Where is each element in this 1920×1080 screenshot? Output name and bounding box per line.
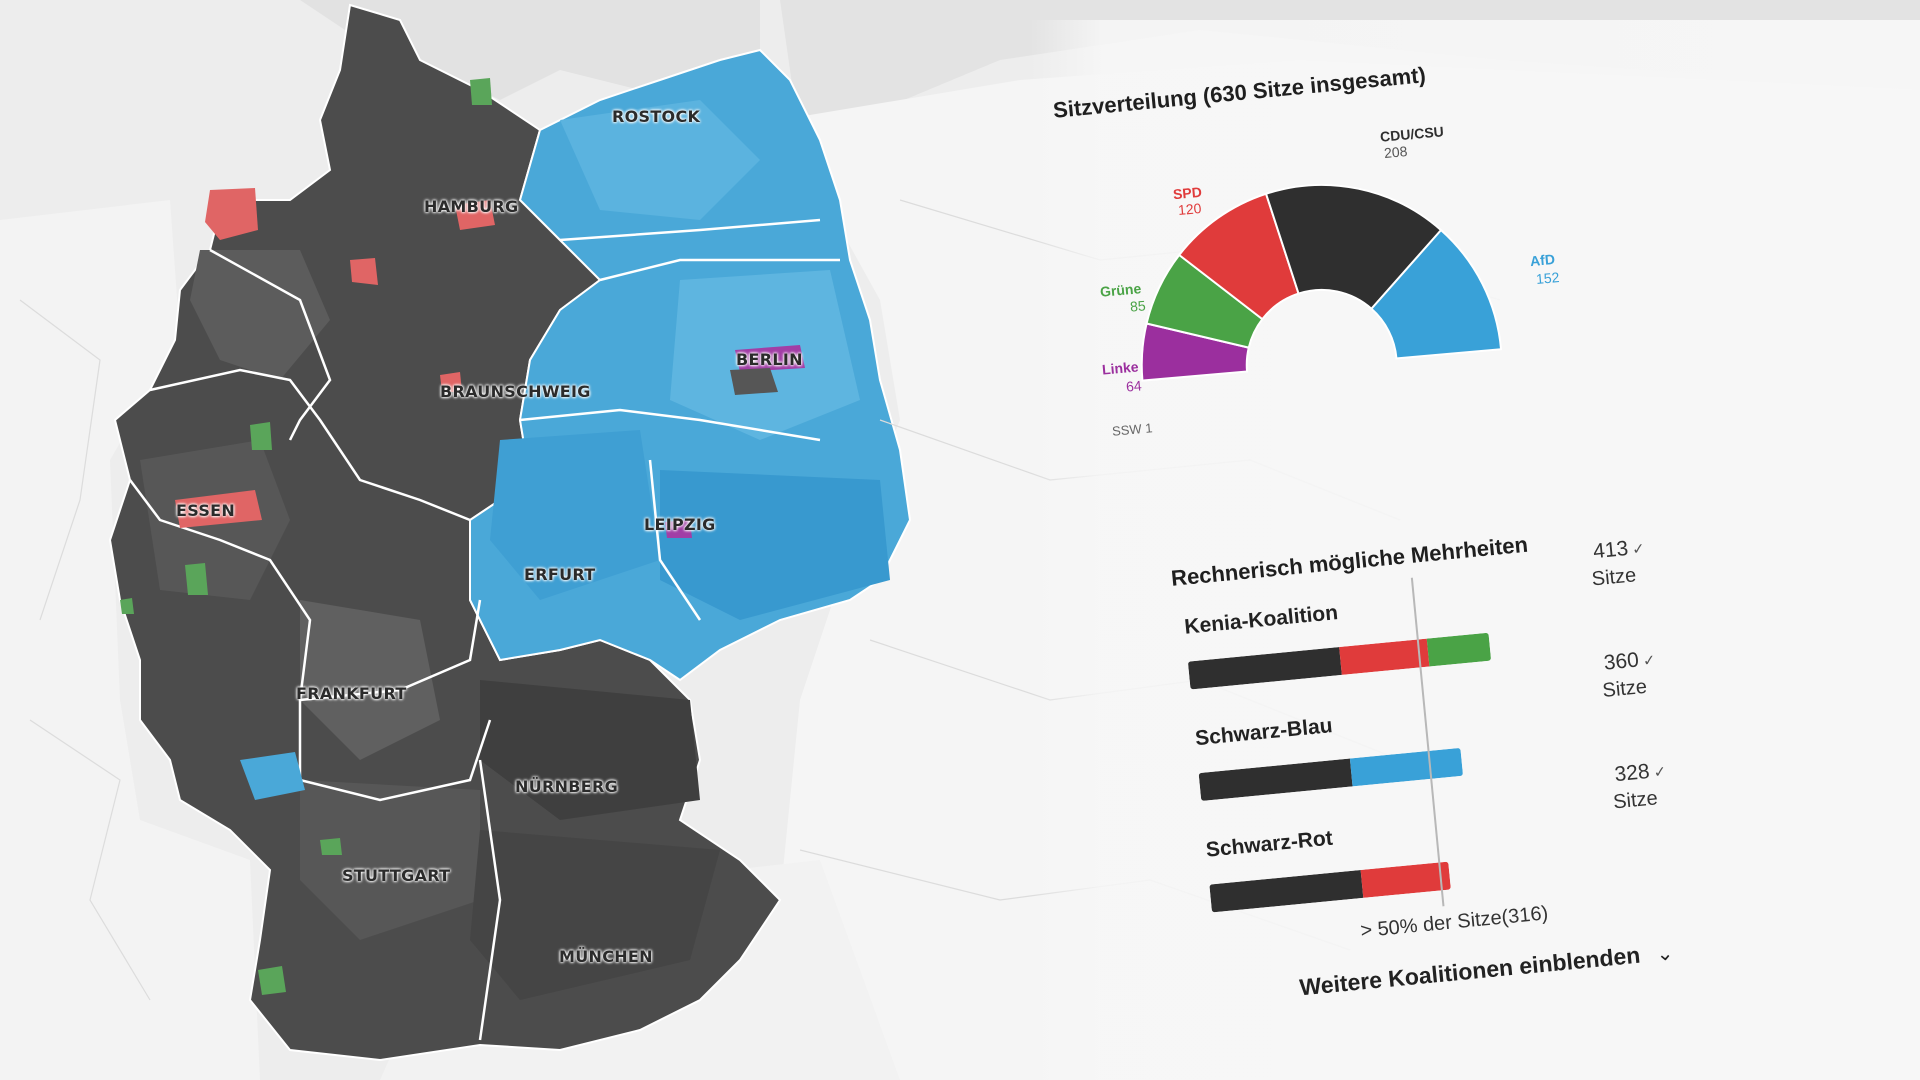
city-label-hamburg: HAMBURG: [424, 197, 519, 216]
region-gruene-muenster[interactable]: [250, 422, 272, 450]
region-gruene-koeln[interactable]: [185, 563, 208, 595]
state-borders: [129, 218, 840, 1041]
city-label-nuernberg: NÜRNBERG: [515, 777, 619, 796]
region-cdu-bavaria-south: [470, 830, 720, 1000]
party-seats-cdu: 208: [1383, 143, 1409, 161]
seat-distribution-chart[interactable]: [1103, 127, 1548, 462]
bar-segment-cdu-csu: [1187, 647, 1342, 690]
city-label-essen: ESSEN: [176, 501, 236, 520]
coalition-total-kenia: 413 ✓: [1592, 535, 1646, 564]
region-cdu-hesse: [300, 600, 440, 760]
region-cdu-north: [190, 250, 330, 380]
majority-threshold-line: [1410, 577, 1445, 907]
region-cdu-bavaria: [480, 680, 700, 820]
city-label-frankfurt: FRANKFURT: [296, 684, 407, 703]
city-label-stuttgart: STUTTGART: [342, 866, 451, 885]
seat-segment-afd[interactable]: [1365, 226, 1503, 360]
coalition-unit-kenia: Sitze: [1590, 564, 1638, 591]
region-afd-saxony: [660, 470, 890, 620]
region-afd-thuringia: [490, 430, 660, 600]
coalition-name-schwarz-blau: Schwarz-Blau: [1194, 714, 1334, 751]
party-seats-spd: 120: [1177, 200, 1203, 218]
coalition-total-schwarz-rot-value: 328: [1613, 759, 1651, 787]
region-cdu-bw: [300, 780, 480, 940]
chevron-down-icon: ⌄: [1655, 942, 1675, 966]
region-afd-mv: [560, 100, 760, 220]
party-seats-gruene: 85: [1129, 297, 1147, 315]
bar-segment-cdu-csu: [1209, 870, 1364, 913]
party-seats-afd: 152: [1535, 269, 1561, 287]
check-icon: ✓: [1631, 540, 1646, 559]
coalition-total-schwarz-rot: 328 ✓: [1614, 758, 1668, 787]
coalition-unit-schwarz-rot: Sitze: [1612, 787, 1659, 814]
coalition-unit-schwarz-blau: Sitze: [1601, 675, 1648, 702]
coalition-total-kenia-value: 413: [1592, 536, 1630, 564]
region-spd-ruhr[interactable]: [175, 490, 262, 528]
seat-segment-cdu-csu[interactable]: [1264, 174, 1448, 317]
party-seats-linke: 64: [1125, 377, 1143, 395]
check-icon: ✓: [1642, 651, 1657, 670]
region-spd-bremen[interactable]: [350, 258, 378, 285]
region-spd-hannover[interactable]: [440, 372, 462, 392]
bar-segment-spd: [1360, 861, 1451, 898]
neighbour-land-west: [0, 200, 260, 1080]
panel-backdrop: [1030, 20, 1920, 1080]
bar-segment-gr-ne: [1426, 632, 1492, 667]
coalition-bar-schwarz-rot[interactable]: [1209, 861, 1451, 913]
majority-threshold-label: > 50% der Sitze(316): [1359, 902, 1550, 943]
region-spd-hamburg[interactable]: [455, 200, 495, 230]
city-label-berlin: BERLIN: [736, 350, 803, 369]
region-gruene-karlsruhe[interactable]: [320, 838, 342, 855]
party-label-afd: AfD: [1529, 250, 1556, 270]
party-label-linke: Linke: [1101, 358, 1140, 378]
bar-segment-cdu-csu: [1198, 758, 1353, 801]
region-afd-kaiserslautern[interactable]: [240, 752, 305, 800]
city-label-muenchen: MÜNCHEN: [559, 947, 653, 966]
city-label-rostock: ROSTOCK: [612, 107, 701, 126]
coalition-total-schwarz-blau: 360 ✓: [1603, 647, 1657, 676]
region-linke-leipzig[interactable]: [665, 520, 692, 538]
region-spd-emden[interactable]: [205, 188, 258, 240]
coalition-total-schwarz-blau-value: 360: [1602, 648, 1640, 675]
coalition-bar-schwarz-blau[interactable]: [1198, 747, 1464, 801]
region-gruene-aachen[interactable]: [120, 598, 134, 614]
region-gruene-kiel[interactable]: [470, 78, 492, 105]
coalition-bar-kenia[interactable]: [1187, 632, 1492, 690]
majorities-group: Kenia-Koalition 413 ✓ Sitze Schwarz-Blau …: [1180, 526, 1778, 1000]
results-panel: Sitzverteilung (630 Sitze insgesamt) Lin…: [1030, 20, 1920, 1080]
city-label-erfurt: ERFURT: [524, 565, 596, 584]
region-gruene-freiburg[interactable]: [258, 966, 286, 995]
check-icon: ✓: [1652, 763, 1668, 782]
region-linke-berlin[interactable]: [735, 345, 805, 372]
city-label-leipzig: LEIPZIG: [644, 515, 716, 534]
coalition-name-schwarz-rot: Schwarz-Rot: [1204, 826, 1334, 862]
bar-segment-spd: [1339, 638, 1430, 675]
coalition-name-kenia: Kenia-Koalition: [1183, 601, 1339, 639]
region-cdu-berlin[interactable]: [730, 368, 778, 395]
bar-segment-afd: [1349, 747, 1464, 787]
city-label-braunschweig: BRAUNSCHWEIG: [440, 382, 591, 401]
